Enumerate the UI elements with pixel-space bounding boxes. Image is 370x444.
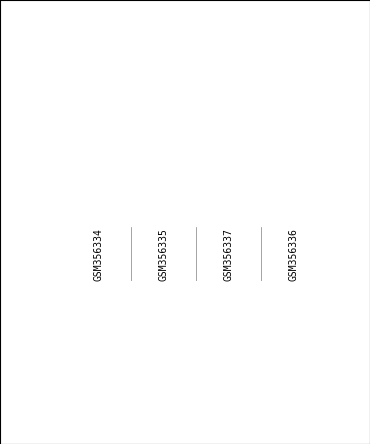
Text: GSM356335: GSM356335 [159,228,169,281]
Bar [287,126,299,227]
Text: GSM356336: GSM356336 [288,228,298,281]
Bar [93,125,105,227]
Text: GSM356337: GSM356337 [223,228,233,281]
Text: GSM356334: GSM356334 [94,228,104,281]
Bar [223,57,234,227]
Bar [158,219,169,227]
